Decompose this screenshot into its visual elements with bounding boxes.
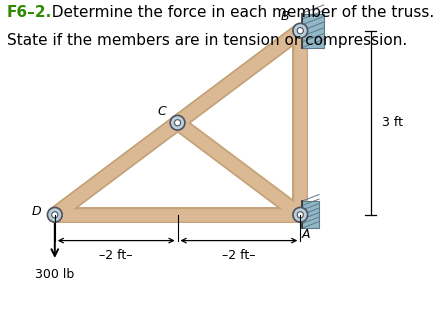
Text: D: D (32, 205, 41, 218)
Bar (302, 201, 319, 228)
Text: 3 ft: 3 ft (382, 116, 403, 129)
Text: F6–2.: F6–2. (7, 5, 52, 20)
Text: A: A (302, 228, 310, 241)
Circle shape (297, 212, 303, 218)
Text: State if the members are in tension or compression.: State if the members are in tension or c… (7, 33, 407, 48)
Circle shape (48, 208, 62, 222)
Text: B: B (280, 10, 289, 23)
Bar (302, 13, 324, 48)
Text: –2 ft–: –2 ft– (222, 249, 256, 262)
Circle shape (170, 115, 185, 130)
Circle shape (52, 212, 58, 218)
Circle shape (297, 28, 303, 34)
Circle shape (175, 120, 181, 126)
Circle shape (293, 208, 308, 222)
Text: 300 lb: 300 lb (35, 268, 75, 281)
Text: C: C (158, 105, 167, 118)
Circle shape (293, 23, 308, 38)
Text: Determine the force in each member of the truss.: Determine the force in each member of th… (42, 5, 434, 20)
Text: –2 ft–: –2 ft– (99, 249, 133, 262)
